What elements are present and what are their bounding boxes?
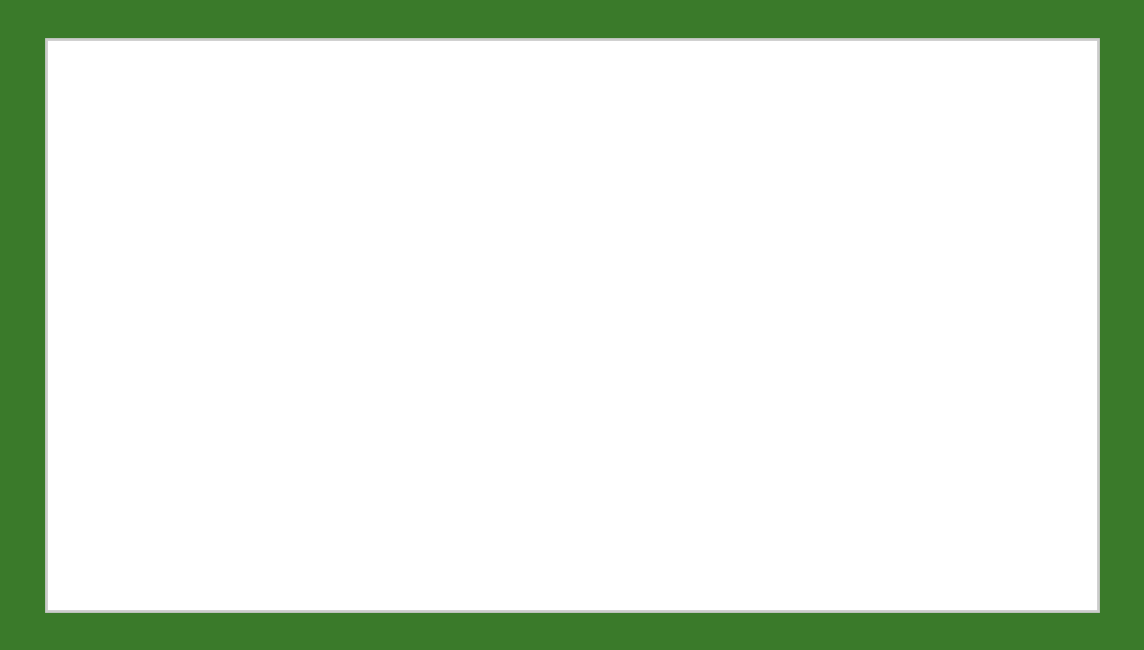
Text: CELL WALL PECTIN SYNTHESIS: CELL WALL PECTIN SYNTHESIS (101, 98, 769, 136)
Polygon shape (893, 181, 937, 209)
Polygon shape (844, 441, 888, 469)
FancyBboxPatch shape (440, 237, 635, 465)
Polygon shape (893, 415, 937, 443)
FancyBboxPatch shape (406, 214, 669, 488)
Polygon shape (893, 129, 937, 157)
Wedge shape (827, 109, 900, 151)
Polygon shape (844, 415, 888, 443)
Polygon shape (893, 363, 937, 391)
Polygon shape (844, 389, 888, 417)
Polygon shape (893, 467, 937, 495)
FancyBboxPatch shape (824, 91, 849, 559)
Polygon shape (850, 207, 893, 235)
FancyBboxPatch shape (177, 288, 252, 302)
Ellipse shape (109, 292, 223, 384)
Polygon shape (844, 363, 888, 391)
Polygon shape (893, 311, 937, 339)
Wedge shape (892, 239, 966, 281)
Polygon shape (893, 207, 937, 235)
Polygon shape (893, 441, 937, 469)
Ellipse shape (109, 220, 223, 313)
Polygon shape (844, 311, 888, 339)
Polygon shape (844, 337, 888, 365)
Wedge shape (832, 408, 900, 450)
Wedge shape (896, 473, 969, 515)
Polygon shape (850, 233, 893, 261)
Polygon shape (850, 285, 893, 313)
Polygon shape (893, 155, 937, 183)
Polygon shape (893, 337, 937, 365)
Polygon shape (893, 389, 937, 417)
FancyBboxPatch shape (378, 195, 698, 507)
Polygon shape (850, 259, 893, 287)
FancyBboxPatch shape (961, 91, 986, 559)
